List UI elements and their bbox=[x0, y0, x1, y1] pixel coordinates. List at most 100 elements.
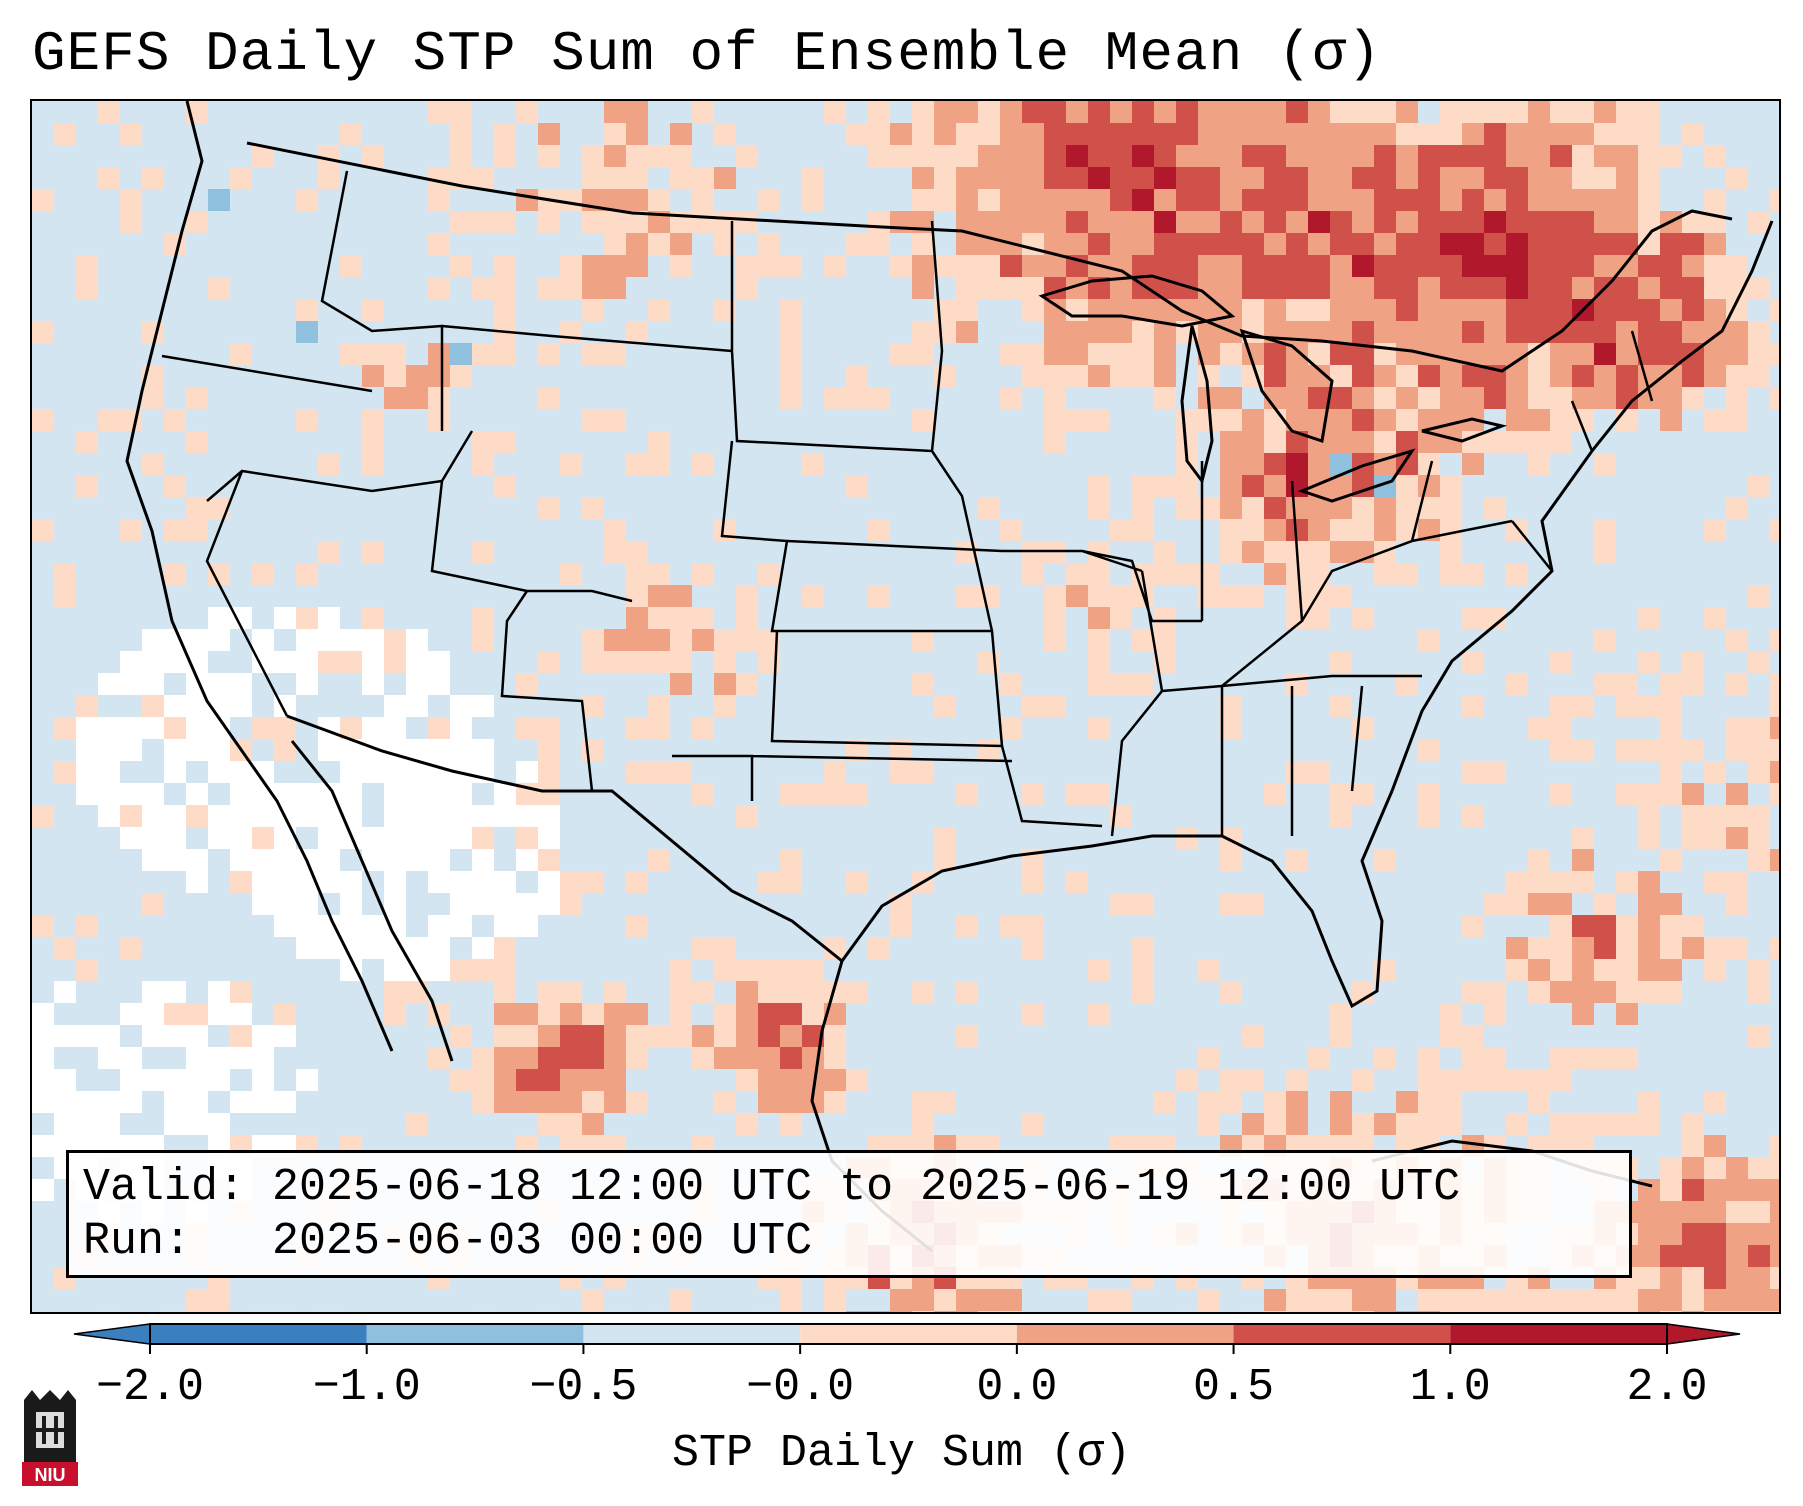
stp-cell bbox=[1352, 431, 1374, 453]
stp-cell bbox=[1440, 475, 1462, 497]
stp-cell bbox=[1330, 321, 1352, 343]
stp-cell bbox=[1132, 299, 1154, 321]
stp-cell bbox=[1506, 299, 1528, 321]
stp-cell bbox=[1660, 365, 1682, 387]
stp-cell bbox=[956, 915, 978, 937]
stp-cell bbox=[1726, 1311, 1748, 1312]
stp-cell bbox=[736, 607, 758, 629]
stp-cell bbox=[648, 695, 670, 717]
stp-cell bbox=[1110, 673, 1132, 695]
stp-cell bbox=[538, 761, 560, 783]
atlantic-coast bbox=[1390, 220, 1774, 792]
stp-cell bbox=[428, 871, 450, 893]
stp-cell bbox=[494, 475, 516, 497]
stp-cell bbox=[1572, 255, 1594, 277]
stp-cell bbox=[1198, 299, 1220, 321]
stp-cell bbox=[1154, 475, 1176, 497]
stp-cell bbox=[472, 629, 494, 651]
stp-cell bbox=[450, 1025, 472, 1047]
stp-cell bbox=[1638, 299, 1660, 321]
stp-cell bbox=[648, 431, 670, 453]
stp-cell bbox=[1352, 387, 1374, 409]
stp-cell bbox=[1506, 321, 1528, 343]
stp-cell bbox=[32, 1069, 54, 1091]
stp-cell bbox=[1484, 167, 1506, 189]
stp-cell bbox=[1770, 695, 1779, 717]
stp-cell bbox=[230, 761, 252, 783]
stp-cell bbox=[362, 761, 384, 783]
stp-cell bbox=[648, 189, 670, 211]
stp-cell bbox=[164, 1091, 186, 1113]
stp-cell bbox=[1286, 1091, 1308, 1113]
stp-cell bbox=[978, 167, 1000, 189]
stp-cell bbox=[1308, 233, 1330, 255]
stp-cell bbox=[1242, 189, 1264, 211]
stp-cell bbox=[824, 761, 846, 783]
stp-cell bbox=[1462, 255, 1484, 277]
stp-cell bbox=[1462, 805, 1484, 827]
stp-cell bbox=[1264, 519, 1286, 541]
stp-cell bbox=[1528, 387, 1550, 409]
stp-cell bbox=[1242, 431, 1264, 453]
stp-cell bbox=[1286, 1311, 1308, 1312]
stp-cell bbox=[32, 1025, 54, 1047]
stp-cell bbox=[1704, 871, 1726, 893]
stp-cell bbox=[318, 827, 340, 849]
stp-cell bbox=[1660, 409, 1682, 431]
stp-cell bbox=[1088, 233, 1110, 255]
stp-cell bbox=[230, 167, 252, 189]
stp-cell bbox=[186, 211, 208, 233]
stp-cell bbox=[1638, 211, 1660, 233]
stp-cell bbox=[1616, 299, 1638, 321]
stp-cell bbox=[1726, 893, 1748, 915]
stp-cell bbox=[362, 717, 384, 739]
stp-cell bbox=[1550, 431, 1572, 453]
stp-cell bbox=[384, 629, 406, 651]
stp-cell bbox=[1308, 321, 1330, 343]
stp-cell bbox=[1286, 453, 1308, 475]
stp-cell bbox=[1440, 299, 1462, 321]
stp-cell bbox=[274, 871, 296, 893]
stp-cell bbox=[296, 607, 318, 629]
stp-cell bbox=[142, 893, 164, 915]
stp-cell bbox=[362, 827, 384, 849]
stp-cell bbox=[1352, 1113, 1374, 1135]
stp-cell bbox=[1660, 1245, 1682, 1267]
stp-cell bbox=[384, 1003, 406, 1025]
stp-cell bbox=[1748, 1245, 1770, 1267]
stp-cell bbox=[142, 629, 164, 651]
stp-cell bbox=[648, 607, 670, 629]
stp-cell bbox=[1660, 915, 1682, 937]
stp-cell bbox=[1550, 695, 1572, 717]
stp-cell bbox=[1462, 365, 1484, 387]
stp-cell bbox=[164, 475, 186, 497]
stp-cell bbox=[1022, 695, 1044, 717]
stp-cell bbox=[780, 365, 802, 387]
stp-cell bbox=[582, 1113, 604, 1135]
stp-cell bbox=[1330, 431, 1352, 453]
stp-cell bbox=[736, 145, 758, 167]
stp-cell bbox=[1330, 1003, 1352, 1025]
stp-cell bbox=[274, 1091, 296, 1113]
stp-cell bbox=[582, 1289, 604, 1311]
stp-cell bbox=[1088, 1003, 1110, 1025]
stp-cell bbox=[274, 849, 296, 871]
stp-cell bbox=[1418, 1113, 1440, 1135]
stp-cell bbox=[1638, 1289, 1660, 1311]
stp-cell bbox=[1528, 453, 1550, 475]
stp-cell bbox=[1132, 497, 1154, 519]
stp-cell bbox=[1506, 893, 1528, 915]
stp-cell bbox=[1484, 497, 1506, 519]
stp-cell bbox=[1440, 255, 1462, 277]
colorbar-segment bbox=[800, 1324, 1017, 1344]
stp-cell bbox=[1462, 607, 1484, 629]
stp-cell bbox=[1616, 101, 1638, 123]
stp-cell bbox=[1330, 255, 1352, 277]
stp-cell bbox=[494, 959, 516, 981]
stp-cell bbox=[318, 629, 340, 651]
stp-cell bbox=[758, 233, 780, 255]
stp-cell bbox=[868, 937, 890, 959]
stp-cell bbox=[1022, 211, 1044, 233]
stp-cell bbox=[1000, 189, 1022, 211]
stp-cell bbox=[1286, 585, 1308, 607]
